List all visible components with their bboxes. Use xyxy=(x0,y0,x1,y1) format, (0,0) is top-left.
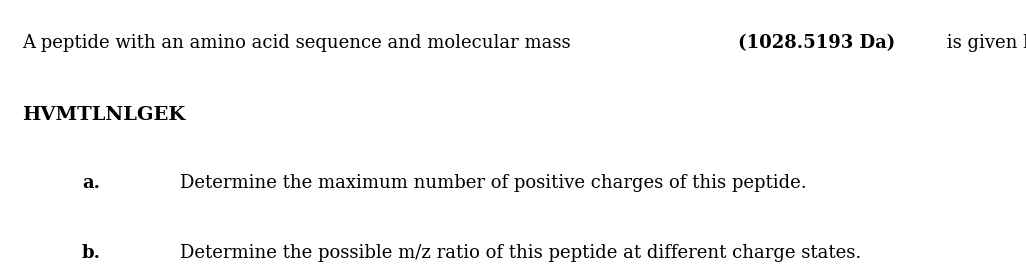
Text: (1028.5193 Da): (1028.5193 Da) xyxy=(738,34,895,52)
Text: Determine the possible m/z ratio of this peptide at different charge states.: Determine the possible m/z ratio of this… xyxy=(180,244,861,262)
Text: HVMTLNLGEK: HVMTLNLGEK xyxy=(23,106,186,124)
Text: Determine the maximum number of positive charges of this peptide.: Determine the maximum number of positive… xyxy=(180,174,806,192)
Text: A peptide with an amino acid sequence and molecular mass: A peptide with an amino acid sequence an… xyxy=(23,34,577,52)
Text: is given below: is given below xyxy=(941,34,1026,52)
Text: b.: b. xyxy=(82,244,102,262)
Text: a.: a. xyxy=(82,174,101,192)
